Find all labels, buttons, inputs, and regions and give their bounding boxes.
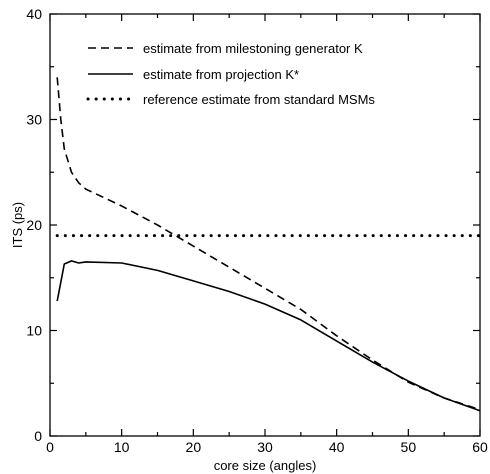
y-tick-label: 20: [26, 217, 42, 233]
y-tick-label: 40: [26, 6, 42, 22]
x-tick-label: 50: [401, 439, 417, 455]
y-tick-label: 10: [26, 323, 42, 339]
legend-label-generator-K: estimate from milestoning generator K: [143, 41, 363, 56]
series-projection-K-line: [56, 260, 481, 412]
legend-label-reference-MSM: reference estimate from standard MSMs: [143, 92, 375, 107]
x-tick-label: 10: [114, 439, 130, 455]
legend: estimate from milestoning generator K es…: [86, 41, 375, 107]
y-axis-label: ITS (ps): [10, 202, 25, 248]
x-axis-label: core size (angles): [214, 458, 317, 473]
x-axis-ticks: 0 10 20 30 40 50 60: [46, 14, 488, 455]
series-layer: [55, 77, 482, 412]
legend-label-projection-K: estimate from projection K*: [143, 67, 299, 82]
y-axis-ticks: 0 10 20 30 40: [26, 6, 480, 444]
x-tick-label: 30: [257, 439, 273, 455]
x-tick-label: 0: [46, 439, 54, 455]
series-generator-K-line: [56, 77, 481, 411]
x-tick-label: 60: [472, 439, 488, 455]
x-tick-label: 20: [186, 439, 202, 455]
y-tick-label: 0: [34, 428, 42, 444]
x-tick-label: 40: [329, 439, 345, 455]
y-tick-label: 30: [26, 112, 42, 128]
